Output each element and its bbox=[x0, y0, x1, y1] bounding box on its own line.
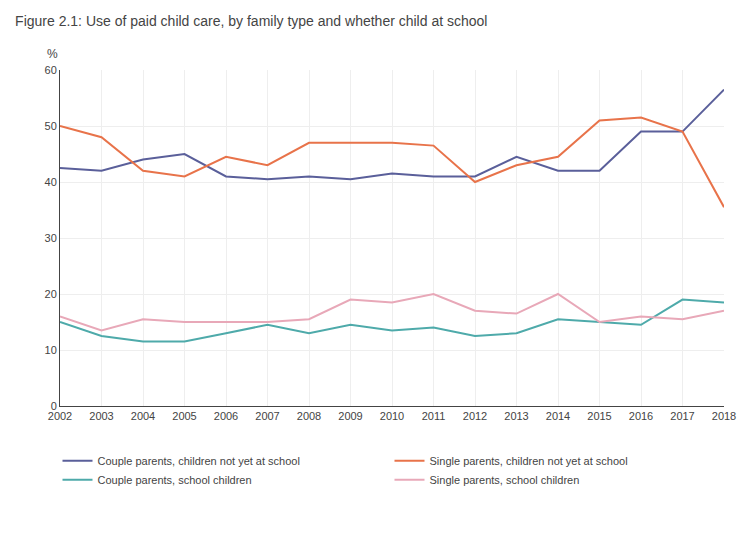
svg-text:2005: 2005 bbox=[172, 410, 196, 422]
svg-text:2010: 2010 bbox=[380, 410, 404, 422]
svg-text:Figure 2.1: Use of paid child: Figure 2.1: Use of paid child care, by f… bbox=[15, 13, 487, 29]
svg-text:2012: 2012 bbox=[463, 410, 487, 422]
svg-text:60: 60 bbox=[45, 64, 57, 76]
svg-text:0: 0 bbox=[51, 400, 57, 412]
svg-text:Single parents, children not y: Single parents, children not yet at scho… bbox=[430, 455, 628, 467]
svg-text:20: 20 bbox=[45, 288, 57, 300]
svg-text:30: 30 bbox=[45, 232, 57, 244]
svg-text:Single parents, school childre: Single parents, school children bbox=[430, 474, 580, 486]
svg-text:2011: 2011 bbox=[422, 410, 446, 422]
svg-text:2015: 2015 bbox=[587, 410, 611, 422]
svg-text:2014: 2014 bbox=[546, 410, 570, 422]
svg-text:2003: 2003 bbox=[89, 410, 113, 422]
svg-text:%: % bbox=[47, 47, 58, 61]
svg-text:2008: 2008 bbox=[297, 410, 321, 422]
svg-text:2013: 2013 bbox=[504, 410, 528, 422]
svg-text:40: 40 bbox=[45, 176, 57, 188]
svg-text:2002: 2002 bbox=[48, 410, 72, 422]
svg-text:2009: 2009 bbox=[338, 410, 362, 422]
svg-text:2016: 2016 bbox=[629, 410, 653, 422]
svg-text:Couple parents, school childre: Couple parents, school children bbox=[98, 474, 252, 486]
svg-text:2006: 2006 bbox=[214, 410, 238, 422]
svg-text:2007: 2007 bbox=[255, 410, 279, 422]
svg-text:2004: 2004 bbox=[131, 410, 155, 422]
svg-text:50: 50 bbox=[45, 120, 57, 132]
svg-text:10: 10 bbox=[45, 344, 57, 356]
svg-text:Couple parents, children not y: Couple parents, children not yet at scho… bbox=[98, 455, 300, 467]
svg-text:2017: 2017 bbox=[670, 410, 694, 422]
svg-text:2018: 2018 bbox=[712, 410, 736, 422]
